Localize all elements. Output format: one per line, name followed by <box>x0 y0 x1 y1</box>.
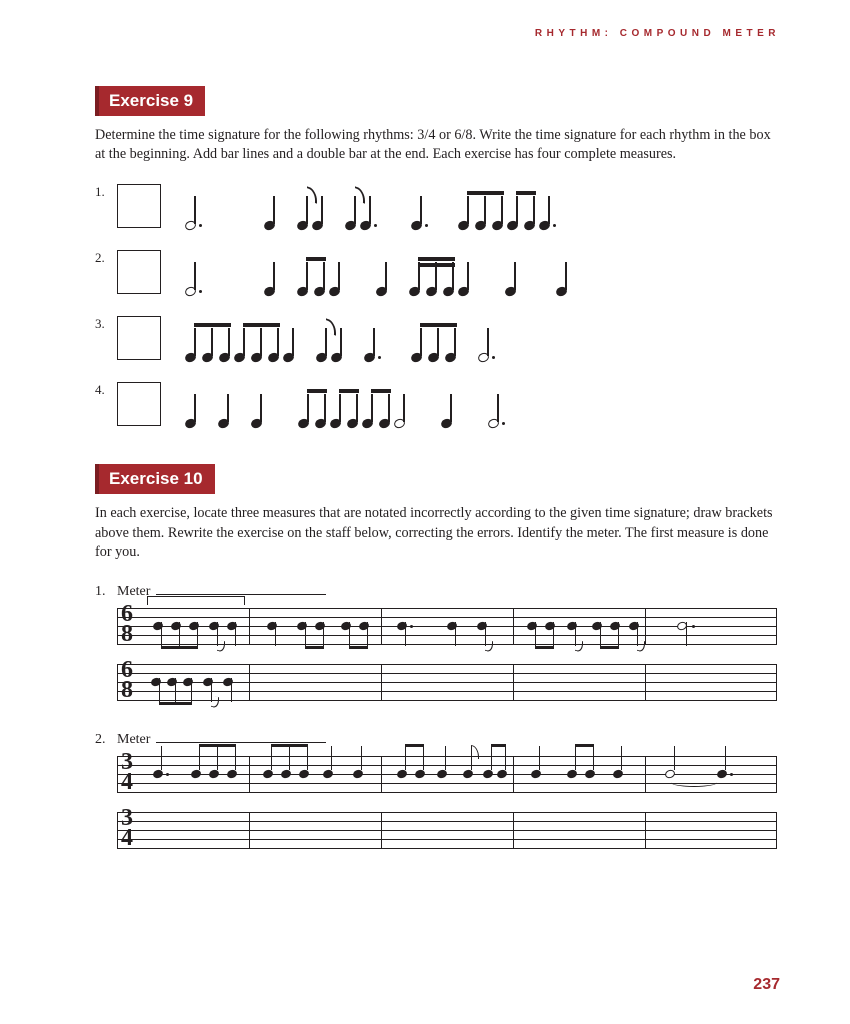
beamed-eighths <box>298 419 326 428</box>
quarter-dotted-note <box>364 353 375 362</box>
quarter-dotted-note <box>411 221 422 230</box>
staff-2-top: 3 4 <box>117 756 775 794</box>
quarter-note <box>312 221 323 230</box>
staff-1-bottom[interactable]: 6 8 <box>117 664 775 702</box>
exercise9-label: Exercise 9 <box>95 86 205 116</box>
running-header: RHYTHM: COMPOUND METER <box>535 28 780 39</box>
quarter-note <box>218 419 229 428</box>
beamed-eighths <box>411 353 456 362</box>
row-number: 3. <box>95 310 117 332</box>
time-signature-box[interactable] <box>117 382 161 426</box>
error-bracket <box>147 596 245 605</box>
row-number: 1. <box>95 178 117 200</box>
half-dotted-note <box>478 353 489 362</box>
beamed-eighths <box>458 221 503 230</box>
quarter-note <box>376 287 387 296</box>
rhythm-notes <box>185 182 550 230</box>
tie <box>671 778 717 787</box>
quarter-note <box>329 287 340 296</box>
half-dotted-note <box>185 287 196 296</box>
time-signature: 3 4 <box>121 752 133 792</box>
half-dotted-note <box>488 419 499 428</box>
meter-label: Meter <box>117 732 150 748</box>
beamed-eighths <box>330 419 358 428</box>
meter-label: Meter <box>117 584 150 600</box>
eighth-note <box>316 353 327 362</box>
half-note <box>394 419 405 428</box>
quarter-note <box>458 287 469 296</box>
rhythm-row: 2. <box>95 244 775 300</box>
quarter-note <box>283 353 294 362</box>
quarter-note <box>264 221 275 230</box>
page-number: 237 <box>753 976 780 994</box>
beamed-eighths <box>297 287 325 296</box>
rhythm-notes <box>185 248 567 296</box>
exercise10-label: Exercise 10 <box>95 464 215 494</box>
meter-prompt: 2. Meter <box>95 730 775 748</box>
half-dotted-note <box>185 221 196 230</box>
beamed-eighths <box>362 419 390 428</box>
page-content: Exercise 9 Determine the time signature … <box>95 86 775 868</box>
item-number: 2. <box>95 732 117 748</box>
rhythm-notes <box>185 380 499 428</box>
quarter-note <box>556 287 567 296</box>
staff-1-top: 6 8 <box>117 608 775 646</box>
exercise10-instructions: In each exercise, locate three measures … <box>95 504 775 562</box>
rhythm-row: 1. <box>95 178 775 234</box>
quarter-note <box>441 419 452 428</box>
rhythm-notes <box>185 314 489 362</box>
eighth-note <box>345 221 356 230</box>
quarter-note <box>185 419 196 428</box>
quarter-note <box>505 287 516 296</box>
eighth-note <box>297 221 308 230</box>
beamed-sixteenths <box>409 287 454 296</box>
quarter-note <box>331 353 342 362</box>
quarter-dotted-note <box>360 221 371 230</box>
quarter-note <box>264 287 275 296</box>
quarter-dotted-note <box>539 221 550 230</box>
row-number: 4. <box>95 376 117 398</box>
exercise9-instructions: Determine the time signature for the fol… <box>95 126 775 164</box>
row-number: 2. <box>95 244 117 266</box>
beamed-eighths <box>234 353 279 362</box>
time-signature: 6 8 <box>121 604 133 644</box>
beamed-eighths <box>507 221 535 230</box>
rhythm-row: 4. <box>95 376 775 432</box>
time-signature-box[interactable] <box>117 184 161 228</box>
beamed-eighths <box>185 353 230 362</box>
time-signature: 6 8 <box>121 660 133 700</box>
rhythm-row: 3. <box>95 310 775 366</box>
time-signature-box[interactable] <box>117 316 161 360</box>
quarter-note <box>251 419 262 428</box>
item-number: 1. <box>95 584 117 600</box>
time-signature: 3 4 <box>121 808 133 848</box>
time-signature-box[interactable] <box>117 250 161 294</box>
meter-blank[interactable] <box>156 582 326 595</box>
meter-blank[interactable] <box>156 730 326 743</box>
staff-2-bottom[interactable]: 3 4 <box>117 812 775 850</box>
